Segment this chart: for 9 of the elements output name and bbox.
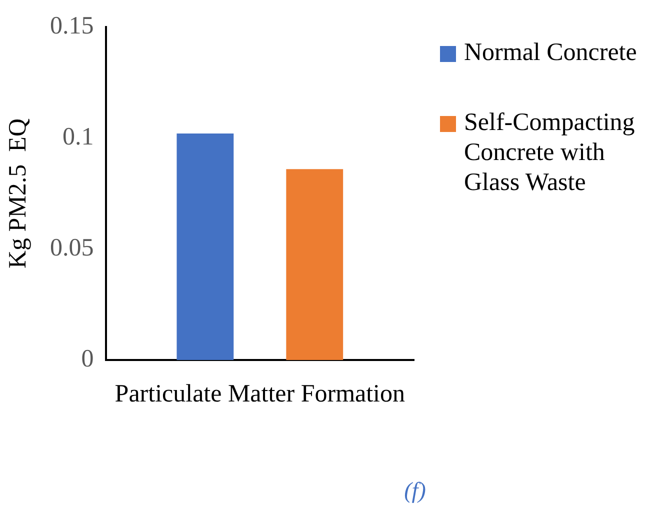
y-tick-label: 0.15 [50, 12, 94, 40]
y-axis-title: Kg PM2.5 EQ [4, 118, 32, 269]
y-tick-label: 0.1 [62, 124, 94, 151]
text: (f) [403, 478, 427, 504]
legend-label: Normal Concrete [464, 38, 637, 68]
x-tick-label: Particulate Matter Formation [114, 380, 406, 408]
y-tick-label: 0.05 [50, 234, 94, 262]
legend-label: Self-Compacting Concrete with Glass Waste [464, 108, 636, 198]
y-tick-label: 0 [81, 346, 94, 373]
